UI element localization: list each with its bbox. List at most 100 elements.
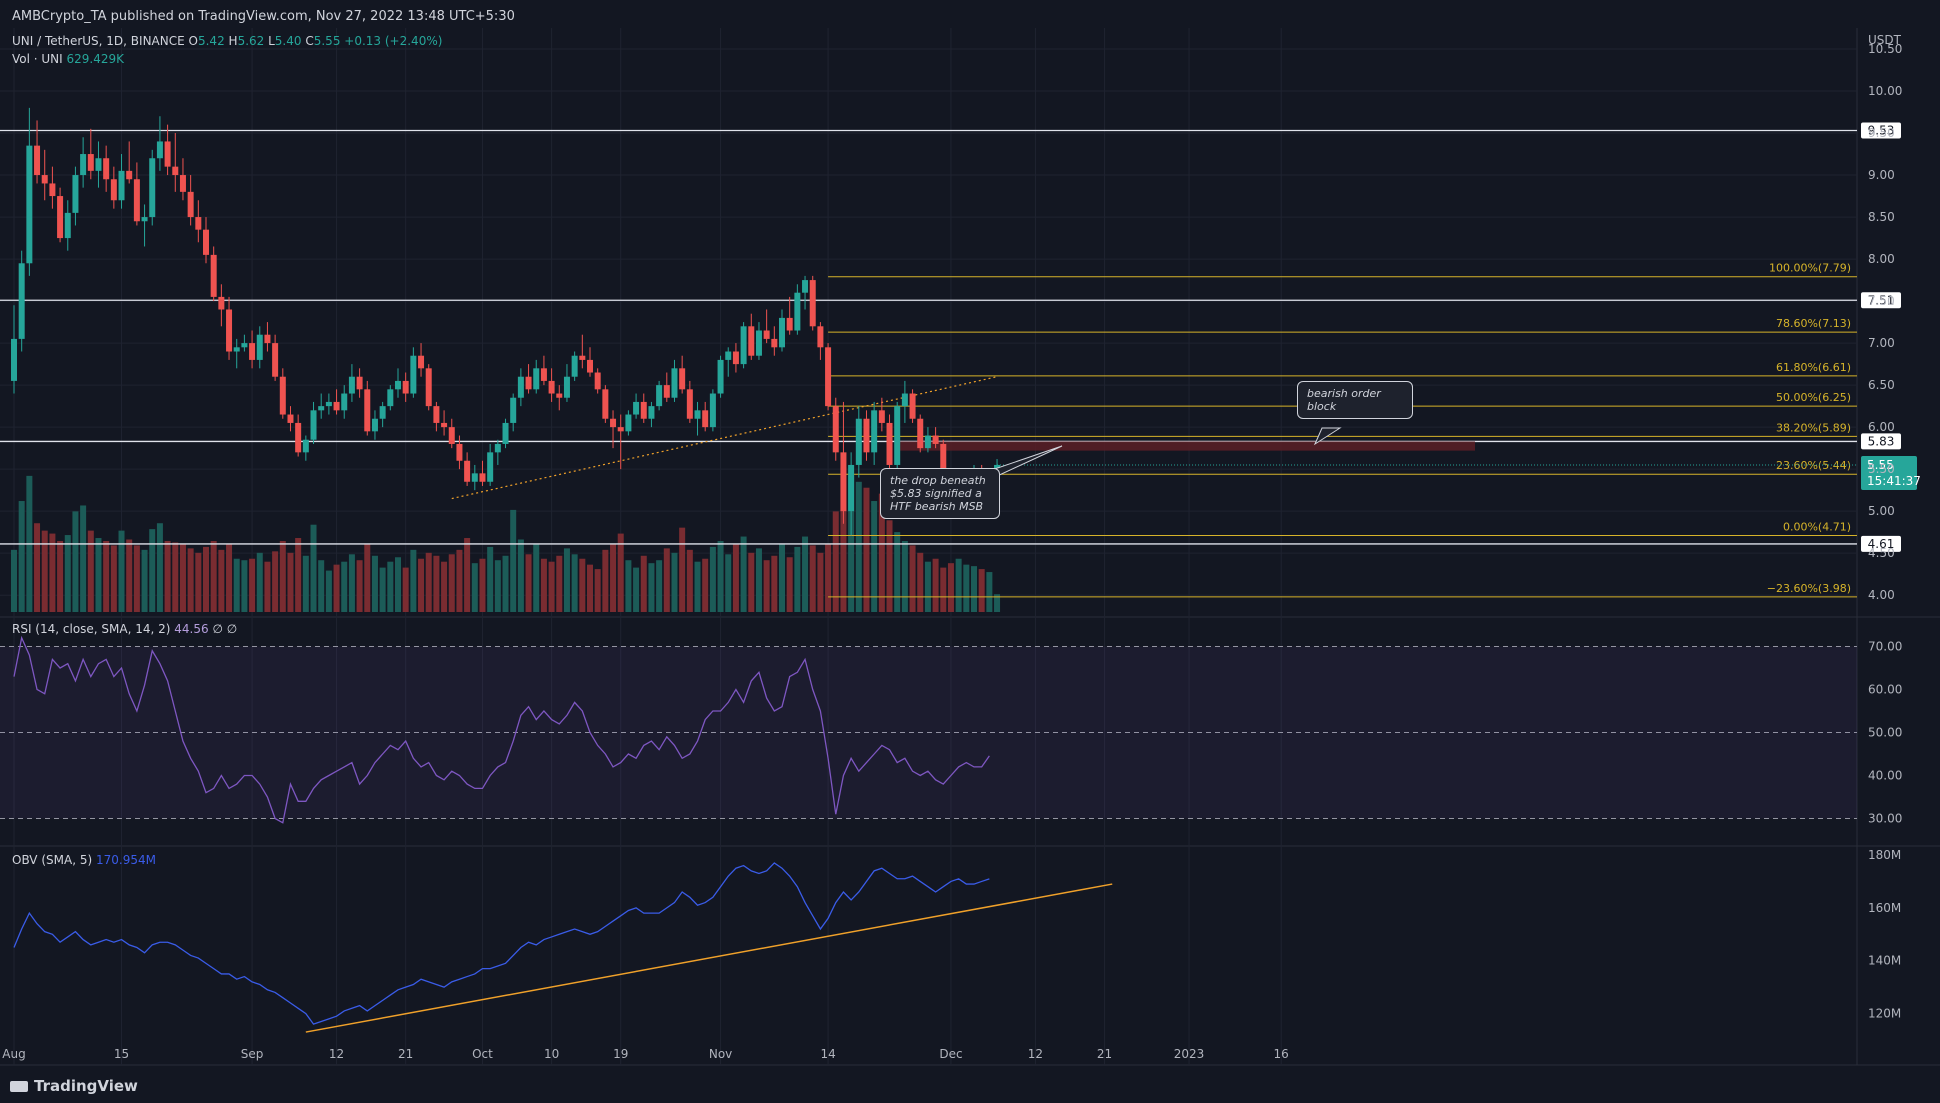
candle-body bbox=[410, 355, 417, 394]
time-tick-label: Dec bbox=[939, 1047, 962, 1061]
candle-body bbox=[748, 326, 755, 356]
time-tick-label: Oct bbox=[472, 1047, 493, 1061]
price-tick-label: 6.00 bbox=[1868, 420, 1895, 434]
volume-bar bbox=[379, 567, 386, 612]
order-block-callout: bearish order block bbox=[1297, 381, 1413, 419]
level-tag-text: 5.83 bbox=[1868, 434, 1895, 448]
candle-body bbox=[448, 427, 455, 444]
candle-body bbox=[333, 401, 340, 411]
volume-bar bbox=[479, 558, 486, 612]
open-value: 5.42 bbox=[197, 34, 225, 48]
candle-body bbox=[249, 343, 256, 360]
volume-bar bbox=[878, 493, 885, 612]
volume-bar bbox=[640, 555, 647, 612]
price-tick-label: 8.00 bbox=[1868, 252, 1895, 266]
volume-bar bbox=[172, 542, 179, 612]
candle-body bbox=[656, 385, 663, 407]
volume-bar bbox=[103, 540, 110, 612]
volume-bar bbox=[226, 543, 233, 612]
rsi-legend: RSI (14, close, SMA, 14, 2) 44.56 ∅ ∅ bbox=[12, 622, 237, 636]
volume-bar bbox=[49, 533, 56, 612]
candle-body bbox=[671, 368, 678, 398]
candle-body bbox=[164, 141, 171, 167]
volume-bar bbox=[241, 560, 248, 612]
candle-body bbox=[264, 334, 271, 344]
candle-body bbox=[548, 380, 555, 394]
volume-bar bbox=[740, 536, 747, 612]
candle-body bbox=[456, 443, 463, 461]
volume-bar bbox=[671, 552, 678, 612]
candle-body bbox=[418, 355, 425, 369]
volume-bar bbox=[410, 549, 417, 612]
rsi-tick-label: 60.00 bbox=[1868, 683, 1902, 697]
candle-body bbox=[855, 418, 862, 465]
candlesticks: 5.55 15:41:37 bbox=[11, 107, 1921, 536]
candle-body bbox=[341, 393, 348, 411]
candle-body bbox=[272, 343, 279, 377]
volume-bar bbox=[732, 543, 739, 612]
symbol-legend: UNI / TetherUS, 1D, BINANCE O5.42 H5.62 … bbox=[12, 34, 442, 48]
volume-bar bbox=[994, 594, 1001, 612]
volume-bar bbox=[149, 529, 156, 612]
candle-body bbox=[610, 418, 617, 428]
volume-bar bbox=[709, 546, 716, 612]
open-label: O bbox=[188, 34, 198, 48]
volume-bar bbox=[395, 557, 401, 612]
price-tick-label: 4.00 bbox=[1868, 588, 1895, 602]
price-unit-label: USDT bbox=[1868, 33, 1902, 47]
close-value: 5.55 bbox=[313, 34, 341, 48]
volume-bar bbox=[725, 554, 732, 612]
candle-body bbox=[525, 376, 532, 390]
level-tag bbox=[1861, 292, 1901, 309]
candle-body bbox=[909, 393, 916, 419]
price-tick-label: 5.00 bbox=[1868, 504, 1895, 518]
volume-bar bbox=[563, 548, 570, 612]
rsi-extra: ∅ ∅ bbox=[212, 622, 238, 636]
volume-bar bbox=[325, 570, 332, 612]
msb-callout: the drop beneath $5.83 signified a HTF b… bbox=[880, 468, 1000, 519]
candle-body bbox=[686, 389, 693, 419]
candle-body bbox=[18, 263, 25, 339]
volume-bar bbox=[256, 552, 263, 612]
candle-body bbox=[364, 389, 371, 432]
candle-body bbox=[663, 385, 670, 398]
volume-bar bbox=[341, 561, 348, 612]
volume-bar bbox=[825, 543, 832, 612]
candle-body bbox=[295, 422, 302, 453]
obv-label: OBV (SMA, 5) bbox=[12, 853, 93, 867]
publisher-header: AMBCrypto_TA published on TradingView.co… bbox=[0, 0, 1940, 30]
volume-bar bbox=[901, 540, 908, 612]
volume-bar bbox=[587, 564, 593, 612]
candle-body bbox=[356, 376, 363, 390]
candle-body bbox=[203, 229, 209, 255]
volume-bar bbox=[425, 552, 432, 612]
volume-bar bbox=[272, 551, 279, 612]
volume-bar bbox=[471, 563, 478, 612]
volume-bar bbox=[164, 540, 171, 612]
candle-body bbox=[802, 280, 809, 293]
footer bbox=[0, 1070, 1940, 1103]
candle-body bbox=[794, 292, 801, 331]
level-tag-text: 7.51 bbox=[1868, 293, 1895, 307]
candle-body bbox=[809, 280, 816, 327]
candle-body bbox=[11, 338, 17, 381]
volume-bar bbox=[625, 560, 632, 612]
volume-bar bbox=[817, 552, 824, 612]
rsi-series bbox=[13, 635, 990, 824]
candle-body bbox=[494, 443, 501, 453]
current-price-text: 5.55 bbox=[1867, 458, 1894, 472]
obv-line bbox=[13, 862, 990, 1025]
volume-bar bbox=[210, 540, 217, 612]
candle-body bbox=[256, 334, 263, 360]
candle-body bbox=[310, 410, 317, 440]
candle-body bbox=[556, 393, 563, 398]
candle-body bbox=[633, 401, 640, 415]
axes: Aug 15 Sep 12 21 Oct 10 19 Nov 14 Dec 12 21 2023 16 USD… bbox=[2, 33, 1902, 1061]
candle-body bbox=[210, 254, 217, 297]
candle-body bbox=[118, 170, 125, 201]
volume-bar bbox=[802, 536, 809, 612]
change-value: +0.13 (+2.40%) bbox=[344, 34, 443, 48]
volume-bar bbox=[310, 524, 317, 612]
volume-bar bbox=[233, 558, 240, 612]
